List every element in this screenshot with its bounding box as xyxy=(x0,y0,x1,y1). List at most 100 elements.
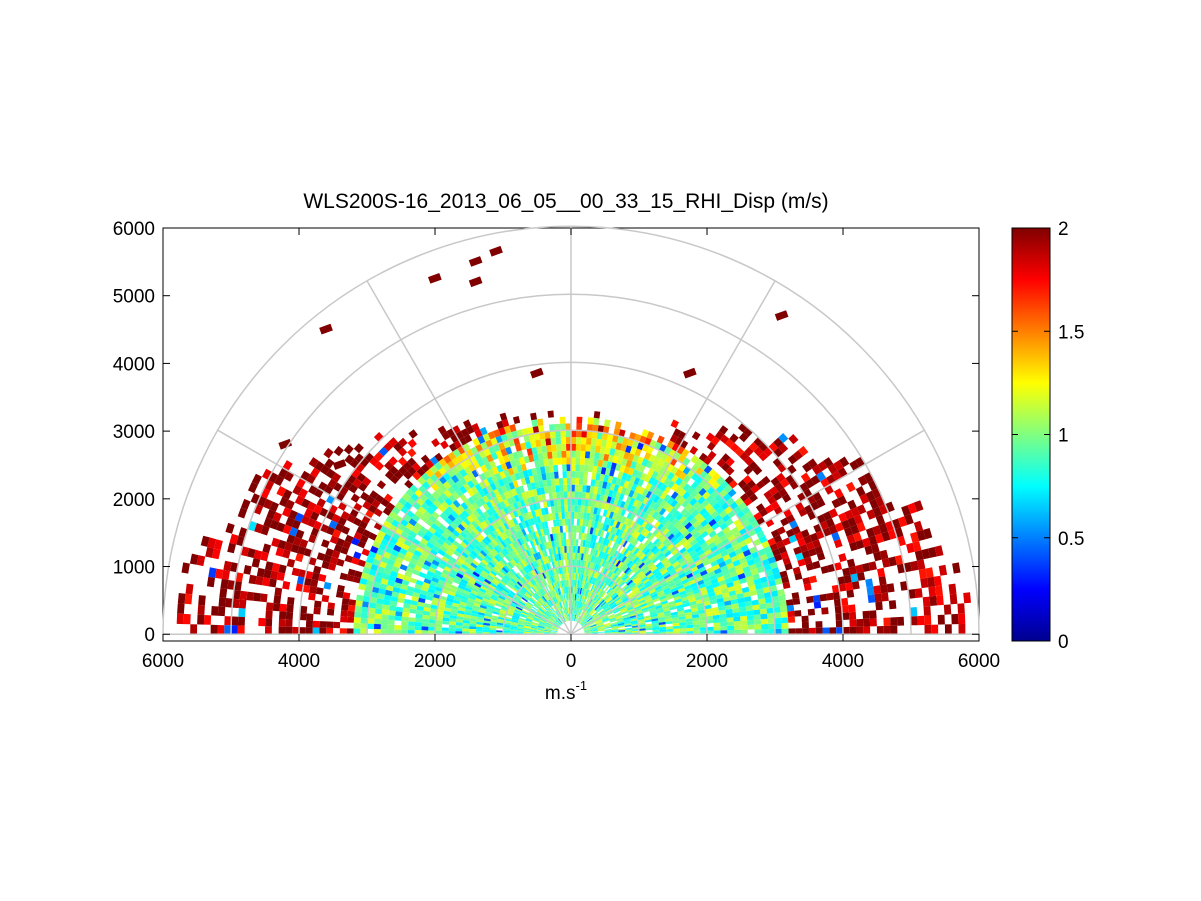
data-cell xyxy=(822,511,832,521)
data-cell xyxy=(445,578,453,585)
data-cell xyxy=(642,504,650,513)
data-cell xyxy=(538,608,545,614)
data-cell xyxy=(575,566,579,574)
data-cell xyxy=(550,478,556,486)
data-cell xyxy=(532,488,538,497)
data-cell xyxy=(606,461,613,469)
data-cell xyxy=(620,594,627,600)
data-cell xyxy=(448,624,456,629)
data-cell xyxy=(483,470,491,479)
data-cell xyxy=(721,453,731,463)
data-cell xyxy=(391,591,400,598)
data-cell xyxy=(668,555,676,563)
data-cell xyxy=(543,579,548,586)
data-cell xyxy=(365,495,375,505)
data-cell xyxy=(897,616,905,626)
data-cell xyxy=(645,582,653,588)
data-cell xyxy=(189,553,199,565)
data-cell xyxy=(597,487,603,495)
data-cell xyxy=(684,521,693,530)
data-cell xyxy=(437,425,447,435)
data-cell xyxy=(699,586,707,593)
data-cell xyxy=(593,578,598,586)
data-cell xyxy=(611,593,618,599)
data-cell xyxy=(378,446,389,457)
data-cell xyxy=(399,588,407,595)
data-cell xyxy=(596,521,601,530)
data-cell xyxy=(451,474,460,484)
data-cell xyxy=(498,456,506,465)
data-cell xyxy=(300,498,311,509)
data-cell xyxy=(750,568,759,576)
data-cell xyxy=(417,506,427,515)
data-cell xyxy=(258,617,266,627)
data-cell xyxy=(602,481,608,489)
data-cell xyxy=(555,611,560,618)
data-cell xyxy=(610,462,617,470)
data-cell xyxy=(549,576,553,584)
data-cell xyxy=(661,584,670,591)
data-cell xyxy=(645,598,653,603)
data-cell xyxy=(591,632,599,634)
data-cell xyxy=(387,624,395,630)
data-cell xyxy=(878,576,887,586)
data-cell xyxy=(863,618,871,627)
data-cell xyxy=(482,597,490,603)
data-cell xyxy=(623,618,631,622)
data-cell xyxy=(549,617,555,623)
data-cell xyxy=(545,611,551,617)
data-cell xyxy=(582,567,586,575)
data-cell xyxy=(307,501,317,512)
data-cell xyxy=(528,555,534,563)
data-cell xyxy=(519,507,525,515)
data-cell xyxy=(632,628,639,631)
data-cell xyxy=(367,612,375,619)
data-cell xyxy=(352,517,362,527)
data-cell xyxy=(856,522,866,533)
data-cell xyxy=(548,569,553,577)
data-cell xyxy=(581,546,585,554)
data-cell xyxy=(559,601,563,609)
data-cell xyxy=(602,618,610,622)
data-cell xyxy=(690,607,698,612)
data-cell xyxy=(615,528,621,536)
data-cell xyxy=(291,567,300,577)
data-cell xyxy=(737,422,748,433)
data-cell xyxy=(274,475,285,486)
data-cell xyxy=(251,473,262,485)
data-cell xyxy=(435,616,443,621)
data-cell xyxy=(558,609,563,617)
data-cell xyxy=(286,604,294,613)
data-cell xyxy=(547,410,554,418)
data-cell xyxy=(548,599,554,606)
data-cell xyxy=(628,544,635,552)
data-cell xyxy=(464,535,473,544)
data-cell xyxy=(855,486,866,497)
data-cell xyxy=(370,563,379,572)
data-cell xyxy=(511,430,519,439)
data-cell xyxy=(574,505,578,512)
data-cell xyxy=(403,603,411,609)
data-cell xyxy=(679,560,687,567)
data-cell xyxy=(765,602,774,609)
data-cell xyxy=(575,607,578,615)
data-cell xyxy=(890,617,898,626)
data-cell xyxy=(757,548,766,557)
data-cell xyxy=(659,597,668,603)
data-cell xyxy=(634,578,642,585)
data-cell xyxy=(647,586,655,592)
data-cell xyxy=(605,531,610,539)
data-cell xyxy=(346,574,355,582)
data-cell xyxy=(543,630,551,633)
data-cell xyxy=(650,593,658,599)
data-cell xyxy=(875,533,884,544)
data-cell xyxy=(637,597,645,602)
data-cell xyxy=(585,547,590,555)
data-cell xyxy=(469,592,477,598)
data-cell xyxy=(706,441,716,451)
data-cell xyxy=(647,552,655,560)
data-cell xyxy=(468,579,476,585)
data-cell xyxy=(716,530,725,538)
data-cell xyxy=(353,628,361,635)
data-cell xyxy=(711,534,720,542)
